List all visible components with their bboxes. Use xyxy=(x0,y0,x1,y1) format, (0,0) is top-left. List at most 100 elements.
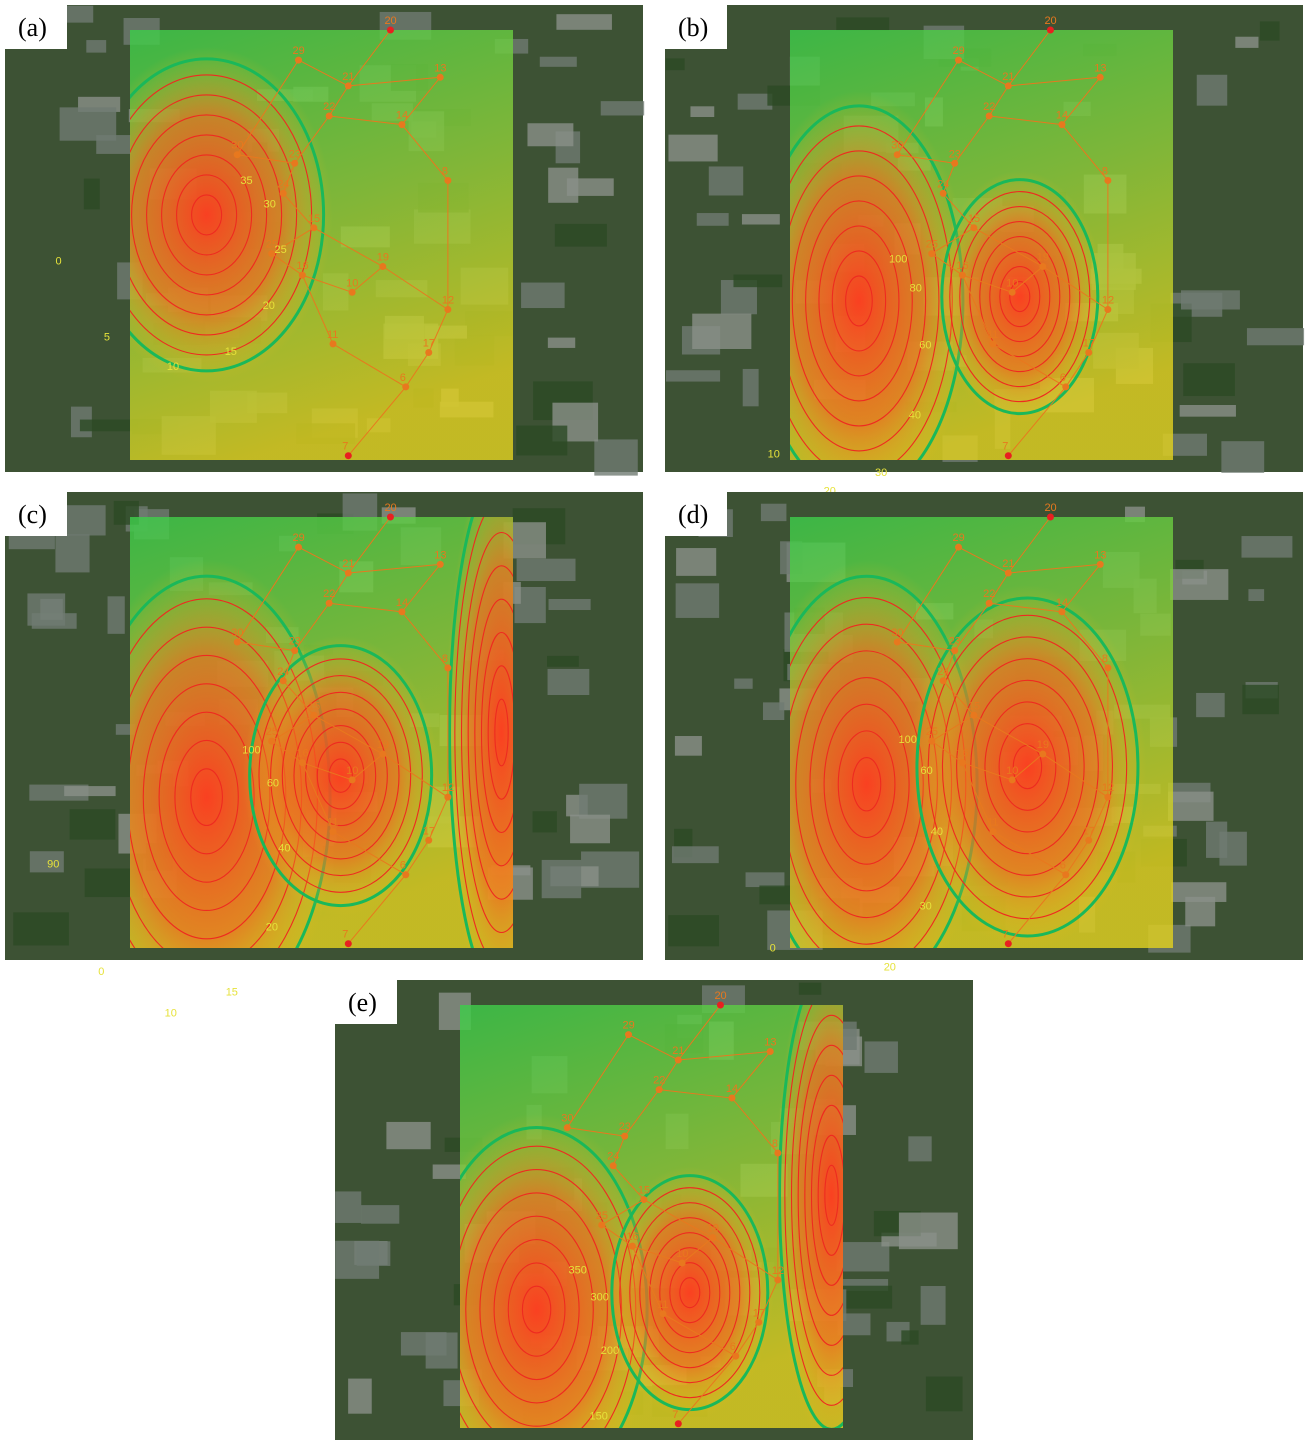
panel-label: (b) xyxy=(678,13,708,42)
contour-label: 15 xyxy=(225,346,237,358)
station-label: 30 xyxy=(231,140,243,152)
building xyxy=(672,846,719,863)
station-point xyxy=(894,151,901,158)
station-point xyxy=(387,514,394,521)
building xyxy=(570,815,610,844)
station-point xyxy=(1005,570,1012,577)
station-point xyxy=(940,190,947,197)
station-point xyxy=(329,340,336,347)
building xyxy=(1196,693,1225,717)
building xyxy=(926,1377,963,1412)
station-label: 10 xyxy=(1006,765,1018,777)
station-point xyxy=(774,1150,781,1157)
building xyxy=(666,370,720,381)
building xyxy=(1197,75,1227,106)
station-point xyxy=(717,1002,724,1009)
building xyxy=(533,811,557,832)
building xyxy=(690,106,714,117)
station-point xyxy=(679,1260,686,1267)
contour-label: 20 xyxy=(266,921,278,933)
station-label: 7 xyxy=(672,1409,678,1421)
building xyxy=(901,1330,918,1344)
building xyxy=(1180,405,1236,417)
station-point xyxy=(437,561,444,568)
building xyxy=(521,283,565,308)
building xyxy=(555,224,607,247)
building xyxy=(86,40,106,53)
building xyxy=(899,1213,958,1250)
station-label: 7 xyxy=(1002,441,1008,453)
station-point xyxy=(986,113,993,120)
station-point xyxy=(940,677,947,684)
station-label: 13 xyxy=(764,1037,776,1049)
contour-label: 15 xyxy=(226,986,238,998)
station-label: 25 xyxy=(926,239,938,251)
station-point xyxy=(894,638,901,645)
station-label: 8 xyxy=(442,653,448,665)
station-label: 10 xyxy=(1006,277,1018,289)
building xyxy=(1181,290,1240,309)
contour-label: 30 xyxy=(919,901,931,913)
station-label: 25 xyxy=(926,726,938,738)
station-point xyxy=(640,1196,647,1203)
station-label: 23 xyxy=(949,148,961,160)
station-label: 7 xyxy=(342,929,348,941)
station-point xyxy=(310,712,317,719)
building xyxy=(84,179,100,210)
station-label: 20 xyxy=(384,15,396,27)
station-point xyxy=(310,224,317,231)
building xyxy=(335,1191,361,1223)
contour-label: 10 xyxy=(165,1008,177,1020)
station-point xyxy=(444,306,451,313)
station-point xyxy=(345,452,352,459)
building xyxy=(692,314,751,349)
contour-label: 100 xyxy=(242,744,260,756)
contour-label: 20 xyxy=(884,962,896,974)
station-label: 29 xyxy=(623,1020,635,1032)
station-label: 24 xyxy=(937,666,949,678)
station-label: 17 xyxy=(423,338,435,350)
station-label: 21 xyxy=(342,71,354,83)
building xyxy=(1235,37,1258,48)
station-label: 24 xyxy=(607,1151,619,1163)
contour-label: 0 xyxy=(56,256,62,268)
building xyxy=(841,1286,893,1309)
station-label: 13 xyxy=(434,549,446,561)
panel-label: (e) xyxy=(348,988,377,1017)
building xyxy=(921,1286,946,1325)
contour-label: 200 xyxy=(601,1345,619,1357)
contour-label: 60 xyxy=(920,765,932,777)
building xyxy=(426,1332,458,1368)
building xyxy=(548,669,590,695)
station-point xyxy=(625,1031,632,1038)
station-label: 6 xyxy=(730,1341,736,1353)
station-label: 22 xyxy=(323,588,335,600)
station-point xyxy=(989,340,996,347)
station-point xyxy=(234,638,241,645)
contour-label: 5 xyxy=(104,331,110,343)
station-label: 22 xyxy=(983,588,995,600)
building xyxy=(108,596,125,634)
station-label: 19 xyxy=(1037,252,1049,264)
building xyxy=(1185,897,1215,927)
contour-label: 25 xyxy=(274,244,286,256)
contour-label: 60 xyxy=(267,777,279,789)
station-label: 15 xyxy=(968,213,980,225)
station-point xyxy=(1009,289,1016,296)
station-point xyxy=(387,27,394,34)
station-point xyxy=(951,647,958,654)
station-point xyxy=(959,759,966,766)
building xyxy=(13,912,69,945)
station-point xyxy=(402,871,409,878)
station-point xyxy=(349,289,356,296)
station-point xyxy=(755,1319,762,1326)
station-label: 23 xyxy=(619,1121,631,1133)
station-label: 10 xyxy=(346,277,358,289)
panel-label: (d) xyxy=(678,500,708,529)
contour-label: 10 xyxy=(167,361,179,373)
station-label: 12 xyxy=(772,1265,784,1277)
building xyxy=(1221,441,1264,473)
station-label: 12 xyxy=(442,782,454,794)
contour-label: 100 xyxy=(889,253,907,265)
station-label: 17 xyxy=(1083,338,1095,350)
